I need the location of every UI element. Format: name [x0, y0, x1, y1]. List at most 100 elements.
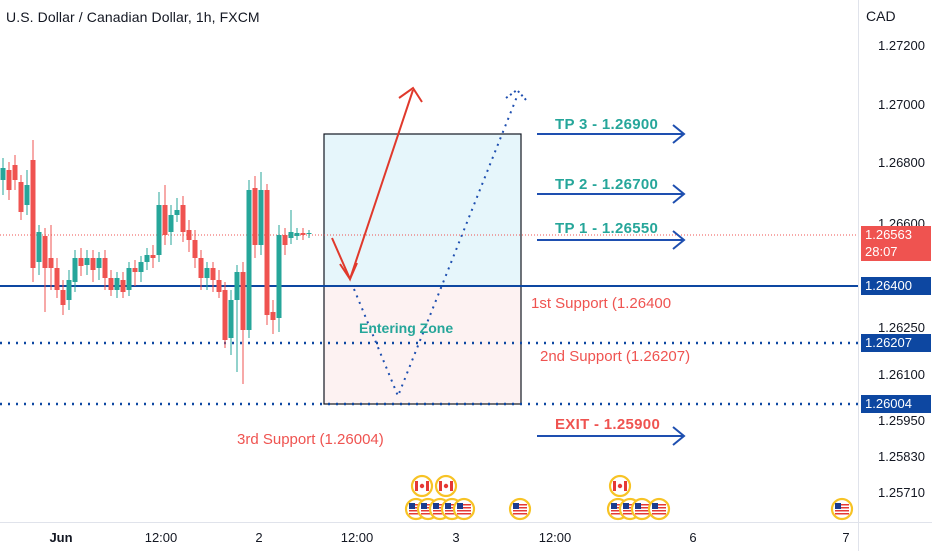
- economic-events[interactable]: [404, 474, 854, 521]
- red-arrow-up-head: [398, 86, 423, 103]
- candle-body: [114, 278, 120, 290]
- candle-body: [120, 280, 126, 292]
- candle-body: [12, 165, 18, 180]
- candle-body: [90, 258, 96, 270]
- tp2-arrow[interactable]: [537, 184, 686, 204]
- us-flag-icon[interactable]: [830, 497, 854, 521]
- candle-body: [276, 235, 282, 318]
- candle-body: [294, 233, 300, 236]
- price-tick: 1.25830: [878, 449, 925, 464]
- time-label: 2: [255, 530, 263, 545]
- time-label: 12:00: [144, 530, 178, 545]
- tp2-label: TP 2 - 1.26700: [555, 176, 659, 193]
- canada-flag-icon[interactable]: [608, 474, 632, 498]
- candle-body: [0, 168, 6, 180]
- candle-body: [216, 280, 222, 292]
- chart-canvas[interactable]: [0, 0, 858, 522]
- candle-body: [210, 268, 216, 280]
- canada-flag-icon[interactable]: [410, 474, 434, 498]
- candle-body: [288, 232, 294, 238]
- candle-body: [144, 255, 150, 262]
- target-zone-upper: [324, 134, 521, 286]
- tp3-arrow[interactable]: [537, 124, 686, 144]
- candle-body: [102, 258, 108, 278]
- candle-body: [48, 258, 54, 268]
- candle-body: [84, 258, 90, 265]
- time-scale[interactable]: Jun 12:00 2 12:00 3 12:00 6 7: [0, 522, 858, 551]
- level-2-label: 1.26207: [861, 334, 931, 352]
- candle-body: [24, 185, 30, 205]
- symbol-title[interactable]: U.S. Dollar / Canadian Dollar, 1h, FXCM: [6, 9, 260, 25]
- candle-body: [282, 235, 288, 245]
- level-3-label: 1.26004: [861, 395, 931, 413]
- candle-body: [198, 258, 204, 278]
- scale-corner[interactable]: [858, 522, 932, 551]
- price-tick: 1.27000: [878, 97, 925, 112]
- candlestick-series: [0, 140, 312, 384]
- support-3-label: 3rd Support (1.26004): [237, 431, 384, 448]
- price-tick: 1.25710: [878, 485, 925, 500]
- candle-body: [72, 258, 78, 282]
- time-label: 6: [689, 530, 697, 545]
- candle-body: [252, 188, 258, 245]
- tp1-arrow[interactable]: [537, 230, 686, 250]
- candle-body: [60, 290, 66, 305]
- time-label: 7: [842, 530, 850, 545]
- candle-body: [6, 170, 12, 190]
- currency-label[interactable]: CAD: [866, 8, 896, 24]
- candle-body: [78, 258, 84, 266]
- candle-body: [18, 182, 24, 212]
- candle-body: [234, 272, 240, 300]
- candle-body: [246, 190, 252, 330]
- us-flag-icon[interactable]: [452, 497, 476, 521]
- price-scale[interactable]: CAD 1.27200 1.27000 1.26800 1.26600 1.26…: [858, 0, 932, 522]
- time-label: 12:00: [538, 530, 572, 545]
- tp3-label: TP 3 - 1.26900: [555, 116, 659, 133]
- candle-body: [156, 205, 162, 255]
- candle-body: [258, 190, 264, 245]
- candle-body: [186, 230, 192, 240]
- candle-body: [150, 255, 156, 258]
- candle-body: [132, 268, 138, 272]
- price-tick: 1.26100: [878, 367, 925, 382]
- us-flag-icon[interactable]: [647, 497, 671, 521]
- candle-body: [96, 258, 102, 268]
- red-arrow-down-head: [339, 262, 358, 282]
- candle-body: [264, 190, 270, 315]
- time-label: 3: [452, 530, 460, 545]
- candle-body: [180, 205, 186, 232]
- candle-body: [54, 268, 60, 290]
- candle-body: [204, 268, 210, 278]
- candle-body: [42, 236, 48, 268]
- candle-body: [222, 290, 228, 340]
- current-price-label: 1.26563: [861, 226, 931, 244]
- candle-body: [228, 300, 234, 338]
- candle-body: [240, 272, 246, 330]
- exit-label: EXIT - 1.25900: [555, 416, 661, 433]
- entering-zone-label: Entering Zone: [359, 320, 454, 336]
- candle-body: [30, 160, 36, 268]
- canada-flag-icon[interactable]: [434, 474, 458, 498]
- price-tick: 1.25950: [878, 413, 925, 428]
- time-label: Jun: [49, 530, 73, 545]
- candle-body: [36, 232, 42, 262]
- candle-body: [270, 312, 276, 320]
- tp1-label: TP 1 - 1.26550: [555, 220, 659, 237]
- candle-body: [138, 262, 144, 272]
- entering-zone-box[interactable]: [323, 133, 522, 405]
- candle-body: [126, 268, 132, 290]
- candle-body: [174, 210, 180, 215]
- candle-body: [162, 205, 168, 235]
- us-flag-icon[interactable]: [508, 497, 532, 521]
- candle-body: [168, 215, 174, 232]
- chart-pane[interactable]: U.S. Dollar / Canadian Dollar, 1h, FXCM …: [0, 0, 858, 522]
- candle-body: [300, 233, 306, 235]
- target-zone-lower: [324, 286, 521, 404]
- candle-body: [66, 280, 72, 300]
- time-label: 12:00: [340, 530, 374, 545]
- candle-body: [192, 240, 198, 258]
- support-2-label: 2nd Support (1.26207): [540, 348, 691, 365]
- bar-countdown: 28:07: [861, 243, 931, 261]
- exit-arrow[interactable]: [537, 426, 686, 446]
- candle-body: [108, 278, 114, 290]
